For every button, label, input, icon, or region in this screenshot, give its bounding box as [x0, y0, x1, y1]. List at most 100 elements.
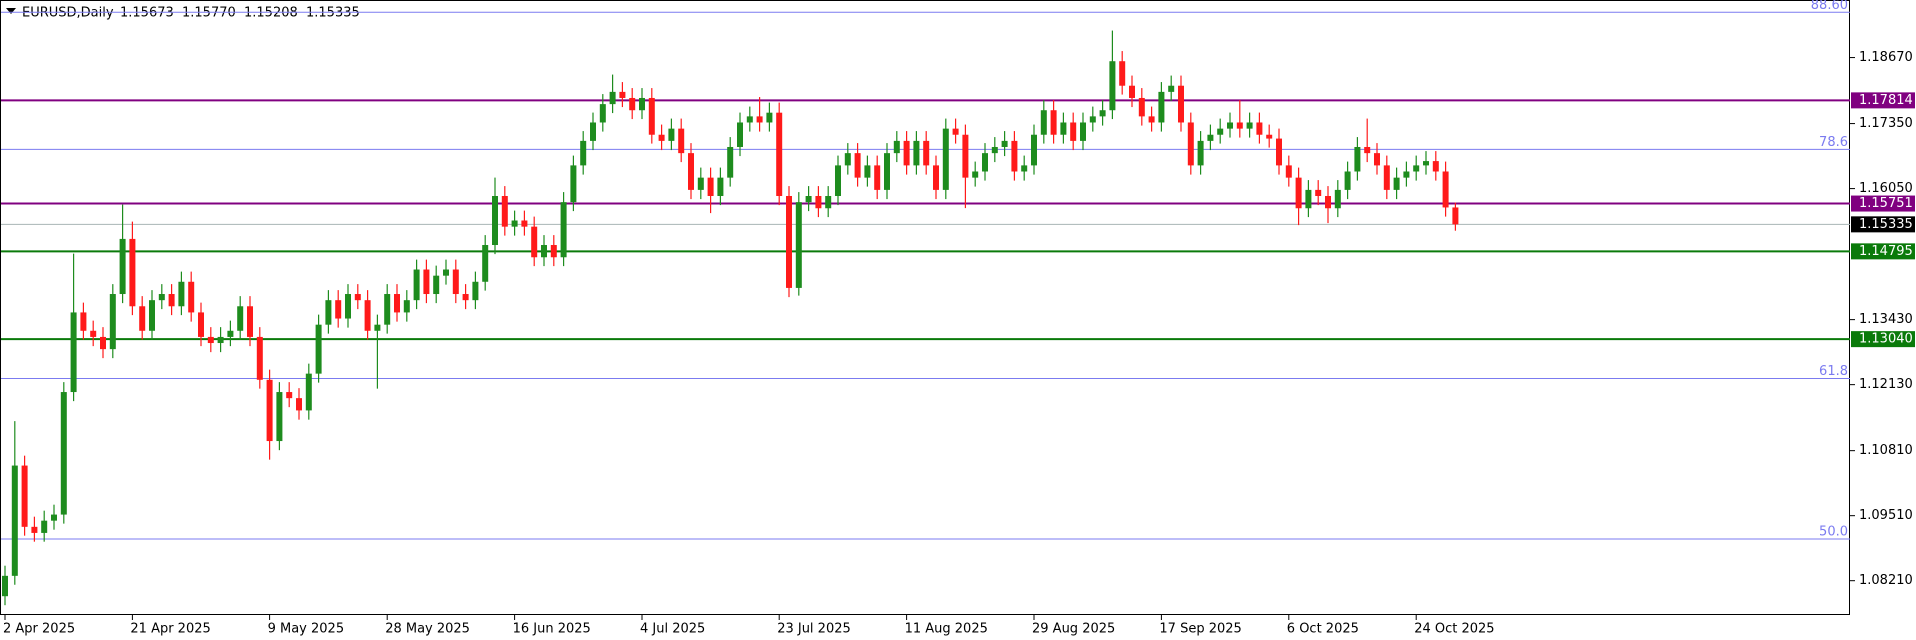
candle-body [413, 269, 420, 301]
candle-body [433, 275, 440, 295]
candle-body [933, 165, 939, 190]
candle-body [60, 392, 67, 515]
candle-body [893, 140, 900, 154]
menu-arrow[interactable] [6, 8, 16, 14]
candle-body [570, 165, 577, 203]
candle-body [335, 300, 342, 319]
candle-body [697, 177, 704, 190]
candle-body [1236, 122, 1243, 129]
candle-body [276, 392, 283, 442]
candle-body [580, 140, 587, 166]
candle-body [374, 324, 381, 331]
candle-body [2, 575, 8, 597]
candle-body [1158, 91, 1165, 123]
level-label: 1.15751 [1859, 196, 1913, 211]
candle-body [237, 306, 244, 331]
candle-body [962, 134, 969, 178]
candle-body [109, 294, 116, 350]
candle-body [90, 330, 97, 337]
candle-body [100, 336, 106, 350]
candle-body [727, 146, 734, 178]
candle-body [1031, 134, 1037, 166]
candle-body [1344, 171, 1351, 190]
candle-body [766, 112, 773, 123]
candle-body [31, 526, 38, 533]
candle-body [119, 238, 126, 295]
candle-body [609, 91, 616, 105]
x-tick-label: 6 Oct 2025 [1287, 622, 1359, 637]
x-tick-label: 4 Jul 2025 [640, 622, 705, 637]
fib-label: 50.0 [1819, 525, 1848, 540]
candle-body [1305, 189, 1312, 209]
candle-body [1207, 134, 1214, 141]
candle-body [874, 165, 881, 190]
candle-body [70, 312, 77, 393]
candle-body [149, 300, 155, 331]
candle-body [1452, 207, 1459, 225]
candle-body [1021, 165, 1028, 172]
candle-body [403, 300, 410, 313]
level-label: 1.17814 [1859, 93, 1913, 108]
x-tick-label: 16 Jun 2025 [513, 622, 591, 637]
candle-body [178, 281, 185, 307]
candle-body [1403, 171, 1410, 178]
level-tag [1851, 331, 1915, 348]
candle-body [198, 312, 204, 337]
candle-body [266, 379, 273, 442]
y-tick-label: 1.16050 [1859, 181, 1913, 196]
x-tick-label: 23 Jul 2025 [777, 622, 851, 637]
candle-body [1050, 110, 1057, 135]
candle-body [795, 202, 802, 288]
candle-body [472, 281, 479, 301]
candle-body [1129, 85, 1135, 98]
candle-body [786, 195, 792, 288]
candle-body [688, 153, 694, 190]
y-tick-label: 1.09510 [1859, 508, 1913, 523]
candle-body [1364, 146, 1371, 154]
candle-body [1246, 122, 1253, 129]
candle-body [129, 238, 136, 307]
candle-body [21, 465, 28, 527]
candle-body [1119, 61, 1126, 86]
candle-body [462, 294, 469, 301]
candle-body [1109, 61, 1116, 111]
candle-body [942, 128, 949, 190]
candle-body [1138, 97, 1145, 117]
candle-body [658, 134, 665, 141]
y-tick-label: 1.10810 [1859, 443, 1913, 458]
candle-body [756, 116, 763, 123]
fib-label: 61.8 [1819, 364, 1848, 379]
candle-body [844, 153, 851, 166]
candle-body [668, 128, 675, 141]
candle-body [884, 153, 890, 190]
candle-body [1011, 140, 1018, 172]
x-tick-label: 28 May 2025 [385, 622, 470, 637]
candle-body [1374, 153, 1380, 166]
quote-close: 1.15335 [306, 6, 360, 21]
candle-body [1070, 122, 1077, 141]
candle-body [923, 140, 930, 166]
candle-body [158, 294, 165, 301]
x-tick-label: 9 May 2025 [268, 622, 345, 637]
candle-body [423, 269, 430, 295]
candle-body [207, 336, 214, 344]
candle-body [188, 281, 195, 313]
candle-body [1217, 128, 1224, 135]
candle-body [1266, 134, 1273, 139]
candle-body [384, 294, 391, 325]
x-tick-label: 29 Aug 2025 [1032, 622, 1115, 637]
candle-body [678, 128, 685, 154]
candle-body [737, 122, 743, 147]
x-tick-label: 17 Sep 2025 [1159, 622, 1241, 637]
candle-body [1197, 140, 1204, 166]
candle-body [315, 324, 322, 374]
candle-body [854, 153, 861, 178]
candle-body [394, 294, 400, 313]
candle-body [1334, 189, 1341, 209]
candle-body [531, 226, 538, 258]
candle-body [541, 245, 547, 258]
candle-body [364, 300, 371, 331]
candle-body [619, 91, 626, 98]
candle-body [1432, 161, 1439, 172]
